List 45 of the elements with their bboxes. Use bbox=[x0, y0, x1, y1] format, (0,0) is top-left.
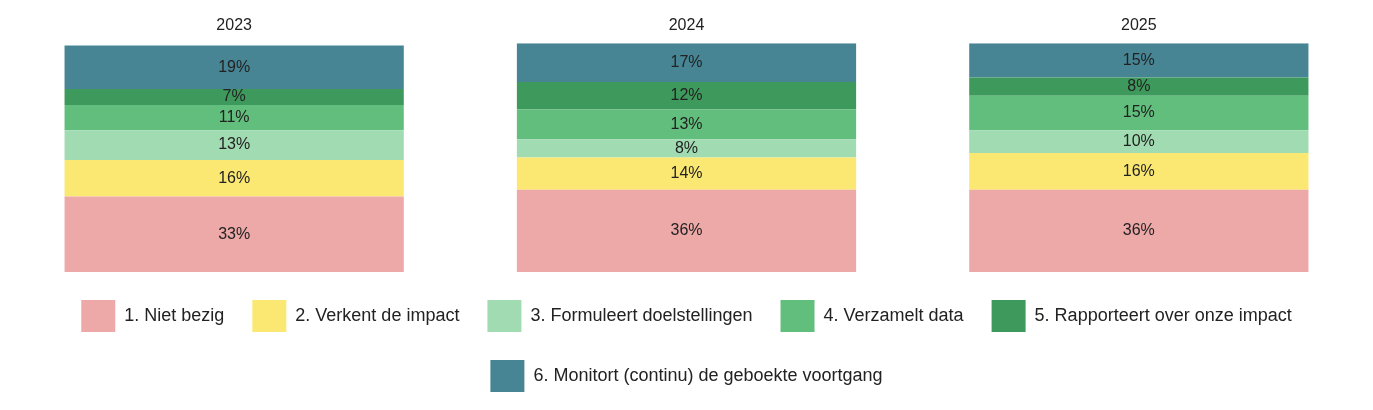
legend-label: 5. Rapporteert over onze impact bbox=[1034, 304, 1292, 325]
data-label: 11% bbox=[218, 107, 250, 125]
bar bbox=[64, 196, 404, 272]
data-label: 16% bbox=[1122, 161, 1155, 179]
bar bbox=[969, 153, 1309, 190]
x-tick-label: 2023 bbox=[216, 16, 253, 34]
bar bbox=[969, 77, 1309, 96]
legend-label: 2. Verkent de impact bbox=[295, 304, 460, 325]
bar bbox=[516, 157, 857, 190]
data-label: 13% bbox=[218, 135, 251, 153]
bar bbox=[516, 43, 857, 83]
bar bbox=[516, 82, 857, 110]
bar bbox=[64, 104, 404, 131]
bar bbox=[64, 45, 404, 89]
data-label: 15% bbox=[1122, 103, 1155, 121]
bar bbox=[516, 109, 857, 140]
data-label: 33% bbox=[218, 224, 251, 242]
bar bbox=[64, 159, 404, 197]
bar bbox=[969, 95, 1309, 131]
bar bbox=[516, 139, 857, 158]
data-label: 8% bbox=[1127, 77, 1151, 95]
data-label: 12% bbox=[670, 86, 703, 104]
data-label: 14% bbox=[670, 164, 703, 182]
data-label: 36% bbox=[670, 221, 703, 239]
x-tick-label: 2024 bbox=[668, 16, 705, 34]
data-label: 10% bbox=[1122, 131, 1155, 149]
x-tick-label: 2025 bbox=[1121, 16, 1157, 34]
bar bbox=[64, 130, 404, 160]
legend-label: 1. Niet bezig bbox=[124, 304, 225, 325]
bar bbox=[969, 130, 1309, 154]
bar bbox=[969, 43, 1309, 78]
data-label: 13% bbox=[670, 114, 703, 132]
data-label: 16% bbox=[218, 168, 251, 186]
bar bbox=[969, 189, 1309, 272]
legend-label: 6. Monitort (continu) de geboekte voortgang bbox=[533, 364, 883, 385]
data-label: 17% bbox=[670, 53, 703, 71]
bar bbox=[64, 88, 404, 105]
data-label: 8% bbox=[674, 138, 699, 156]
data-label: 7% bbox=[222, 87, 246, 105]
bar bbox=[516, 189, 857, 272]
legend-label: 4. Verzamelt data bbox=[823, 304, 965, 325]
data-label: 36% bbox=[1122, 221, 1155, 239]
legend-label: 3. Formuleert doelstellingen bbox=[530, 304, 753, 325]
data-label: 15% bbox=[1122, 50, 1155, 68]
data-label: 19% bbox=[218, 57, 251, 75]
